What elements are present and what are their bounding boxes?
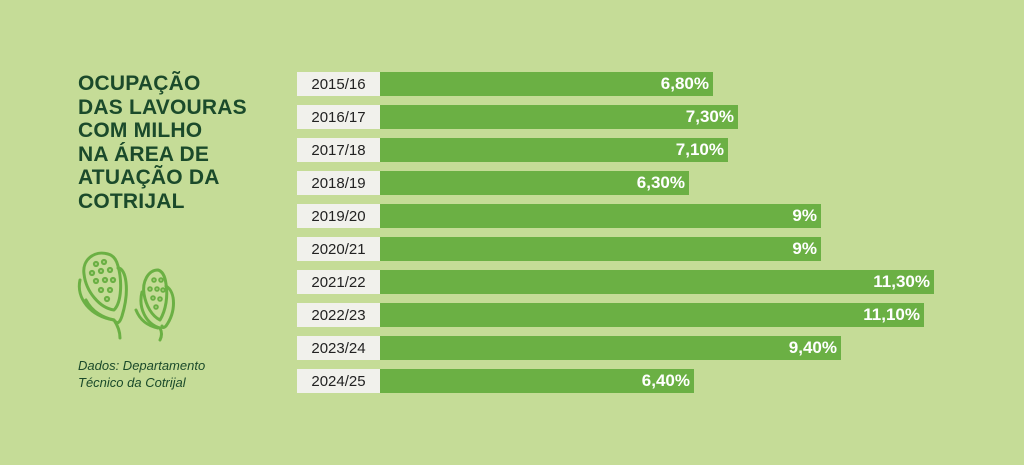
value-label: 6,40% [641,371,690,390]
corn-icon [77,251,175,342]
title-line: DAS LAVOURAS [78,95,247,119]
title-line: NA ÁREA DE [78,142,210,166]
bar: 6,80% [380,72,713,96]
source-note: Dados: Departamento Técnico da Cotrijal [78,358,258,391]
value-label: 9% [792,206,817,225]
category-label: 2020/21 [297,237,380,261]
bar: 11,10% [380,303,924,327]
category-label: 2016/17 [297,105,380,129]
chart-title: OCUPAÇÃO DAS LAVOURAS COM MILHO NA ÁREA … [78,72,278,213]
bar: 6,30% [380,171,689,195]
category-label: 2022/23 [297,303,380,327]
value-label: 11,10% [863,305,920,324]
source-line: Dados: Departamento [78,358,206,373]
value-label: 9% [792,239,817,258]
bar: 11,30% [380,270,934,294]
value-label: 11,30% [873,272,930,291]
category-label: 2019/20 [297,204,380,228]
category-label: 2021/22 [297,270,380,294]
source-line: Técnico da Cotrijal [78,374,186,390]
value-label: 6,30% [636,173,685,192]
value-label: 7,10% [675,140,724,159]
value-label: 6,80% [660,74,709,93]
category-label: 2018/19 [297,171,380,195]
category-label: 2023/24 [297,336,380,360]
title-line: COTRIJAL [78,189,185,213]
category-label: 2017/18 [297,138,380,162]
bar: 9% [380,204,821,228]
bar: 7,30% [380,105,738,129]
value-label: 7,30% [685,107,734,126]
bar: 6,40% [380,369,694,393]
bar: 9% [380,237,821,261]
bar: 7,10% [380,138,728,162]
title-line: ATUAÇÃO DA [78,166,220,189]
value-label: 9,40% [788,338,837,357]
bar: 9,40% [380,336,841,360]
category-label: 2015/16 [297,72,380,96]
title-line: COM MILHO [78,119,203,142]
title-line: OCUPAÇÃO [78,72,201,95]
category-label: 2024/25 [297,369,380,393]
